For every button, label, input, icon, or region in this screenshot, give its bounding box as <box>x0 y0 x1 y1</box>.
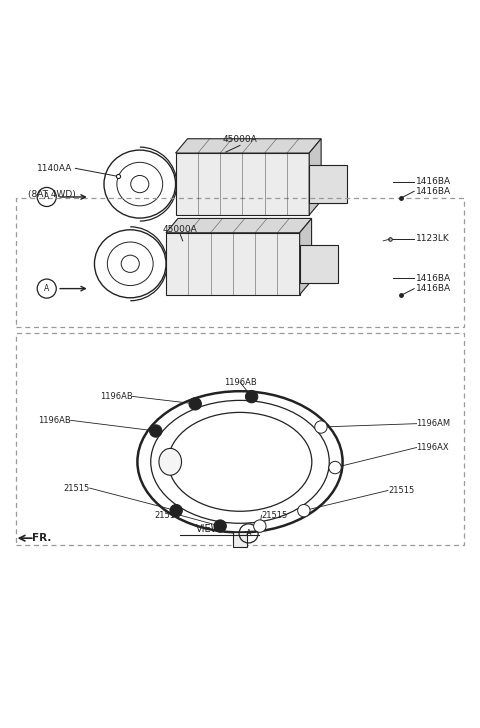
Text: 1196AM: 1196AM <box>417 419 451 428</box>
Text: A: A <box>44 192 49 202</box>
Text: 1416BA: 1416BA <box>416 284 451 293</box>
Text: 21515: 21515 <box>262 511 288 520</box>
Polygon shape <box>300 245 338 283</box>
Text: 1196AB: 1196AB <box>100 392 132 401</box>
Polygon shape <box>166 233 300 295</box>
Polygon shape <box>300 218 312 295</box>
Text: 1416BA: 1416BA <box>416 177 451 186</box>
Circle shape <box>298 505 310 517</box>
Polygon shape <box>309 139 321 215</box>
Polygon shape <box>176 139 321 153</box>
Text: 21515: 21515 <box>63 483 90 493</box>
Circle shape <box>329 462 341 474</box>
Circle shape <box>253 520 266 532</box>
Circle shape <box>214 520 227 532</box>
Text: 1416BA: 1416BA <box>416 187 451 196</box>
Text: VIEW: VIEW <box>196 524 222 534</box>
Text: (8AT 4WD): (8AT 4WD) <box>28 190 75 199</box>
Circle shape <box>245 390 258 403</box>
Text: 45000A: 45000A <box>163 225 198 234</box>
Text: 21515: 21515 <box>388 486 414 495</box>
Text: 1416BA: 1416BA <box>416 274 451 282</box>
Ellipse shape <box>159 448 181 475</box>
Text: 21515: 21515 <box>154 511 180 520</box>
Circle shape <box>170 505 182 517</box>
Circle shape <box>315 421 327 433</box>
Text: FR.: FR. <box>33 533 52 543</box>
Circle shape <box>189 397 202 410</box>
Text: 1196AB: 1196AB <box>38 416 71 425</box>
Text: 1123LK: 1123LK <box>416 234 449 243</box>
Polygon shape <box>309 165 348 203</box>
Text: A: A <box>246 529 252 538</box>
Circle shape <box>150 425 162 438</box>
Text: 1196AB: 1196AB <box>224 378 256 387</box>
Polygon shape <box>166 218 312 233</box>
Text: A: A <box>44 284 49 293</box>
Text: 1196AX: 1196AX <box>417 443 449 452</box>
Polygon shape <box>176 153 309 215</box>
Text: 1140AA: 1140AA <box>37 164 72 173</box>
FancyBboxPatch shape <box>233 532 247 547</box>
Text: 45000A: 45000A <box>223 135 257 144</box>
